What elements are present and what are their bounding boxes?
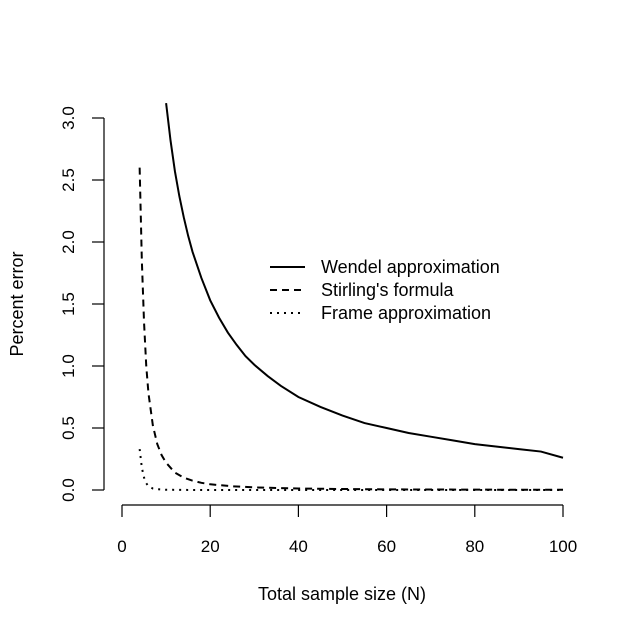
x-tick-label: 40 <box>289 537 308 556</box>
y-axis-title: Percent error <box>7 251 27 356</box>
legend: Wendel approximation Stirling's formula Fr… <box>270 257 500 323</box>
x-tick-label: 80 <box>465 537 484 556</box>
series-layer <box>138 103 564 491</box>
series-line-wendel-approximation <box>165 103 564 459</box>
y-tick-label: 1.5 <box>59 292 78 316</box>
y-tick-label: 3.0 <box>59 106 78 130</box>
x-tick-label: 60 <box>377 537 396 556</box>
x-tick-label: 0 <box>117 537 126 556</box>
y-tick-label: 0.5 <box>59 416 78 440</box>
series-line-frame-approximation <box>138 448 563 491</box>
y-tick-label: 1.0 <box>59 354 78 378</box>
y-tick-label: 2.0 <box>59 230 78 254</box>
legend-label: Stirling's formula <box>321 280 454 300</box>
y-tick-label: 0.0 <box>59 478 78 502</box>
legend-label: Wendel approximation <box>321 257 500 277</box>
x-axis: 0 20 40 60 80 100 <box>117 504 577 556</box>
x-tick-label: 20 <box>201 537 220 556</box>
y-axis: 0.0 0.5 1.0 1.5 2.0 2.5 3.0 <box>59 106 105 502</box>
x-tick-label: 100 <box>549 537 577 556</box>
legend-label: Frame approximation <box>321 303 491 323</box>
x-axis-title: Total sample size (N) <box>258 584 426 604</box>
y-tick-label: 2.5 <box>59 168 78 192</box>
series-line-stirling-s-formula <box>138 167 563 491</box>
